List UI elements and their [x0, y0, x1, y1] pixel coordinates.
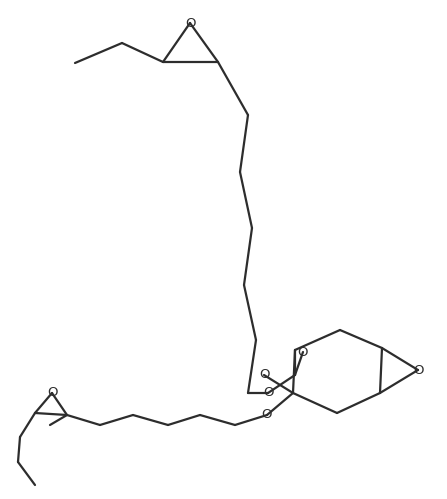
- Text: O: O: [262, 409, 272, 422]
- Text: O: O: [263, 387, 273, 400]
- Text: O: O: [185, 16, 195, 29]
- Text: O: O: [413, 363, 423, 377]
- Text: O: O: [298, 345, 308, 358]
- Text: O: O: [259, 368, 269, 382]
- Text: O: O: [47, 387, 57, 400]
